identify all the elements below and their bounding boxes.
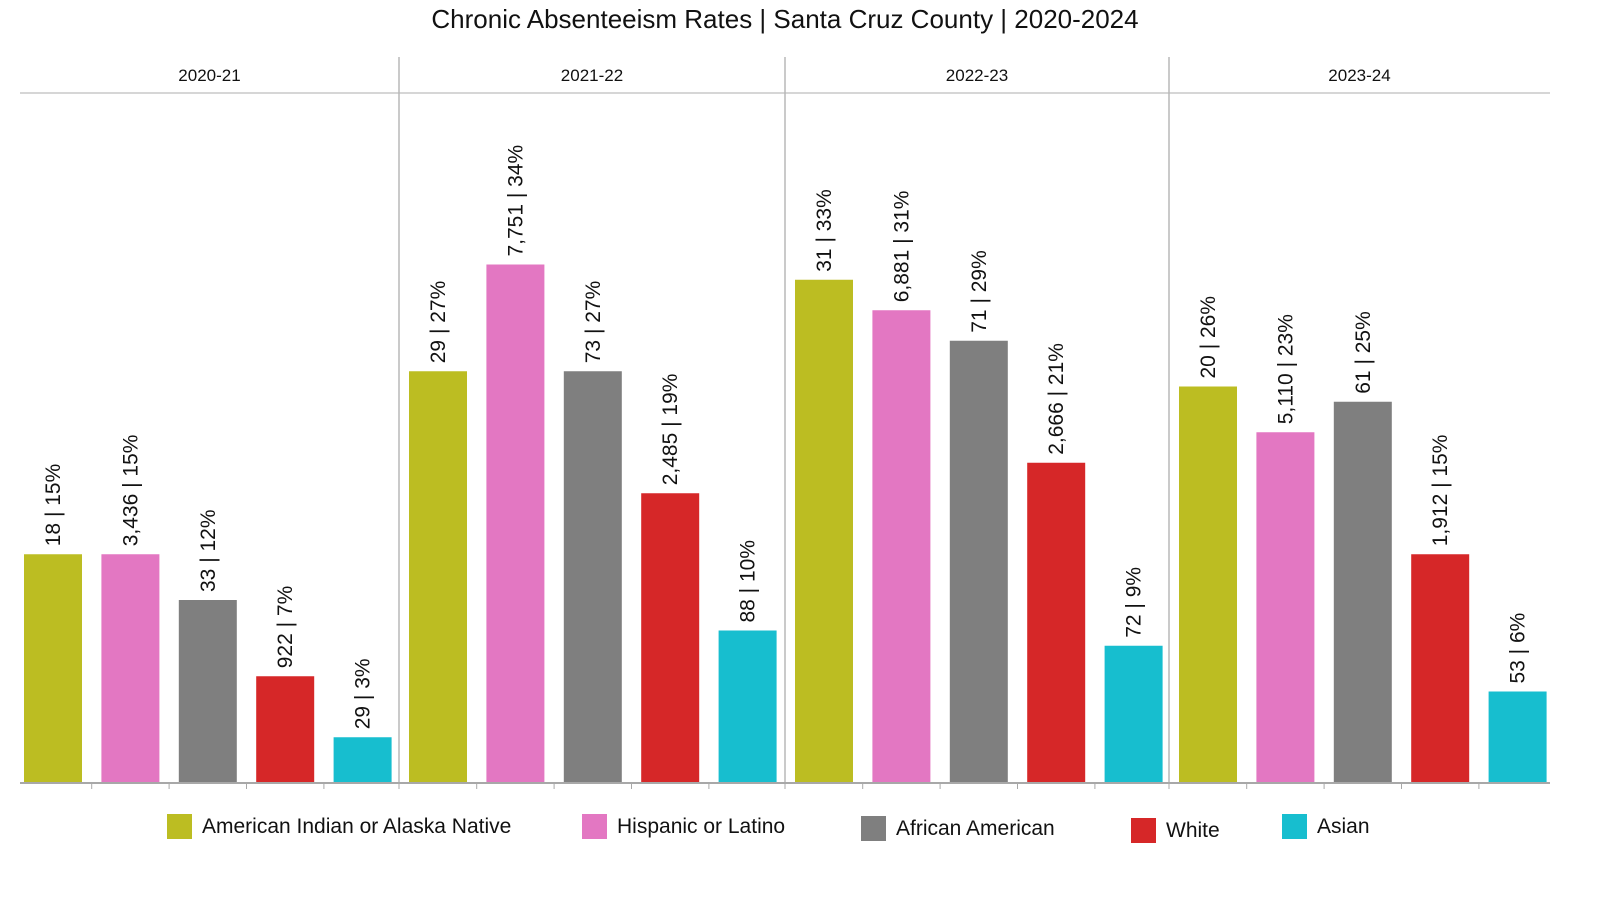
legend-swatch	[1131, 818, 1156, 843]
data-label: 20 | 26%	[1197, 296, 1220, 379]
legend-label: Asian	[1317, 814, 1370, 838]
legend-label: White	[1166, 818, 1220, 842]
data-label: 73 | 27%	[582, 281, 605, 364]
bar-2022-23-asian[interactable]	[1104, 645, 1163, 783]
bar-2020-21-asian[interactable]	[333, 737, 392, 783]
panel-label-2022-23: 2022-23	[946, 66, 1008, 85]
data-label: 72 | 9%	[1123, 567, 1146, 638]
data-label: 6,881 | 31%	[890, 191, 913, 303]
data-label: 31 | 33%	[813, 189, 836, 272]
panel-label-2021-22: 2021-22	[561, 66, 623, 85]
legend-item-hispanic[interactable]: Hispanic or Latino	[582, 814, 785, 839]
panel-label-2023-24: 2023-24	[1328, 66, 1390, 85]
bar-2020-21-american-indian-or-alaska-native[interactable]	[24, 554, 82, 783]
bar-2023-24-african-american[interactable]	[1333, 401, 1392, 783]
data-label: 33 | 12%	[197, 509, 220, 592]
data-label: 18 | 15%	[42, 464, 65, 547]
bar-2022-23-white[interactable]	[1027, 462, 1086, 783]
legend-swatch	[167, 814, 192, 839]
data-label: 1,912 | 15%	[1429, 435, 1452, 547]
legend-label: American Indian or Alaska Native	[202, 814, 512, 838]
bar-2023-24-american-indian-or-alaska-native[interactable]	[1179, 386, 1237, 784]
bar-2020-21-african-american[interactable]	[178, 600, 237, 783]
bar-2021-22-white[interactable]	[641, 493, 700, 783]
bar-2022-23-hispanic-or-latino[interactable]	[872, 310, 931, 783]
bar-2021-22-american-indian-or-alaska-native[interactable]	[409, 371, 467, 783]
bar-2023-24-hispanic-or-latino[interactable]	[1256, 432, 1315, 783]
bar-2023-24-white[interactable]	[1411, 554, 1470, 783]
chart-title: Chronic Absenteeism Rates | Santa Cruz C…	[431, 4, 1139, 34]
bar-2020-21-hispanic-or-latino[interactable]	[101, 554, 160, 783]
legend-item-american-indian[interactable]: American Indian or Alaska Native	[167, 814, 534, 839]
data-label: 53 | 6%	[1507, 613, 1530, 684]
bar-2022-23-african-american[interactable]	[949, 340, 1008, 783]
legend-swatch	[582, 814, 607, 839]
data-label: 88 | 10%	[737, 540, 760, 623]
bar-2021-22-african-american[interactable]	[563, 371, 622, 783]
legend: American Indian or Alaska Native Hispani…	[0, 814, 1600, 854]
bar-2023-24-asian[interactable]	[1488, 691, 1547, 784]
data-label: 2,485 | 19%	[659, 374, 682, 486]
data-label: 922 | 7%	[274, 586, 297, 669]
bar-2021-22-hispanic-or-latino[interactable]	[486, 264, 545, 784]
data-label: 29 | 3%	[352, 658, 375, 729]
data-label: 5,110 | 23%	[1274, 314, 1297, 424]
data-label: 2,666 | 21%	[1045, 343, 1068, 455]
bar-2020-21-white[interactable]	[256, 676, 315, 783]
legend-item-african-american[interactable]: African American	[861, 816, 1055, 841]
data-label: 71 | 29%	[968, 250, 991, 333]
panel-label-2020-21: 2020-21	[178, 66, 240, 85]
legend-label: African American	[896, 816, 1055, 840]
bar-2021-22-asian[interactable]	[718, 630, 777, 784]
data-label: 3,436 | 15%	[119, 435, 142, 547]
legend-item-white[interactable]: White	[1131, 818, 1220, 843]
legend-label: Hispanic or Latino	[617, 814, 786, 838]
data-label: 29 | 27%	[427, 281, 450, 364]
bar-2022-23-american-indian-or-alaska-native[interactable]	[795, 279, 853, 783]
legend-item-asian[interactable]: Asian	[1282, 814, 1370, 839]
data-label: 61 | 25%	[1352, 311, 1375, 394]
data-label: 7,751 | 34%	[504, 145, 527, 257]
legend-swatch	[1282, 814, 1307, 839]
legend-swatch	[861, 816, 886, 841]
